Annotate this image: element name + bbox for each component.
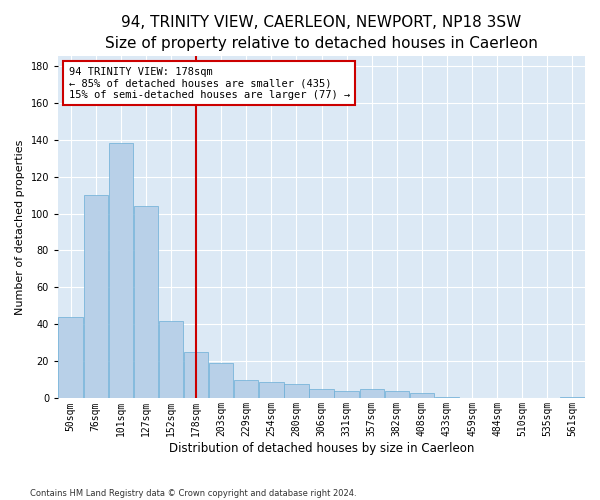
Bar bbox=[435, 396, 459, 398]
Y-axis label: Number of detached properties: Number of detached properties bbox=[15, 140, 25, 315]
Bar bbox=[259, 382, 284, 398]
Bar bbox=[159, 321, 183, 398]
X-axis label: Distribution of detached houses by size in Caerleon: Distribution of detached houses by size … bbox=[169, 442, 474, 455]
Bar bbox=[359, 389, 384, 398]
Bar bbox=[83, 195, 108, 398]
Bar bbox=[134, 206, 158, 398]
Bar bbox=[109, 143, 133, 399]
Bar bbox=[334, 391, 359, 398]
Bar bbox=[310, 389, 334, 398]
Title: 94, TRINITY VIEW, CAERLEON, NEWPORT, NP18 3SW
Size of property relative to detac: 94, TRINITY VIEW, CAERLEON, NEWPORT, NP1… bbox=[105, 15, 538, 51]
Bar bbox=[184, 352, 208, 399]
Text: 94 TRINITY VIEW: 178sqm
← 85% of detached houses are smaller (435)
15% of semi-d: 94 TRINITY VIEW: 178sqm ← 85% of detache… bbox=[68, 66, 350, 100]
Bar bbox=[209, 364, 233, 398]
Bar bbox=[58, 317, 83, 398]
Bar bbox=[410, 393, 434, 398]
Bar bbox=[234, 380, 259, 398]
Bar bbox=[284, 384, 308, 398]
Bar bbox=[560, 396, 584, 398]
Text: Contains HM Land Registry data © Crown copyright and database right 2024.: Contains HM Land Registry data © Crown c… bbox=[30, 488, 356, 498]
Bar bbox=[385, 391, 409, 398]
